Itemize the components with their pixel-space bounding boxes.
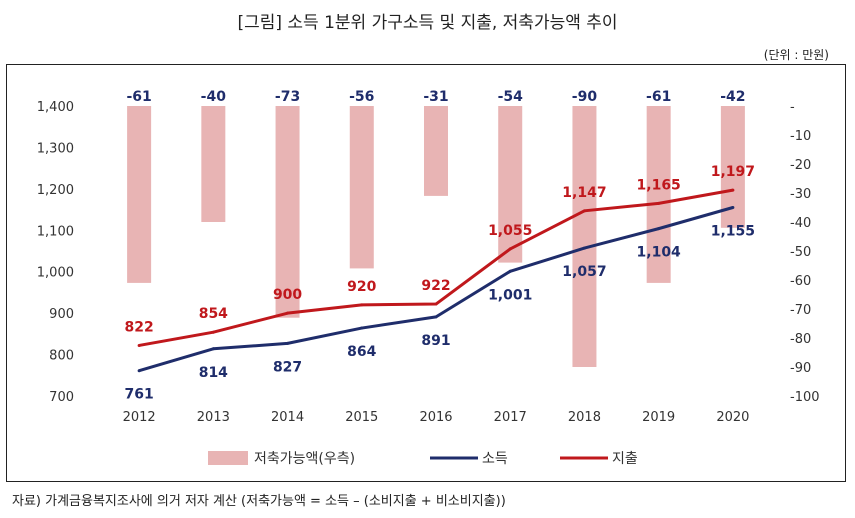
point-income-2017 [508, 269, 512, 273]
point-spending-2014 [286, 311, 290, 315]
x-tick-2014: 2014 [271, 410, 304, 425]
label-income-2017: 1,001 [488, 287, 532, 303]
chart-frame [6, 64, 846, 482]
bar-savings-2014 [275, 106, 300, 318]
label-spending-2018: 1,147 [562, 185, 606, 201]
bar-savings-2015 [349, 106, 374, 269]
y-left-tick-1,200: 1,200 [37, 183, 74, 198]
y-right-tick--50: -50 [790, 245, 811, 260]
label-income-2016: 891 [421, 333, 450, 349]
unit-label: (단위 : 만원) [763, 48, 829, 62]
label-spending-2012: 822 [124, 319, 153, 335]
point-spending-2018 [582, 209, 586, 213]
label-income-2020: 1,155 [711, 224, 755, 240]
bar-savings-2017 [498, 106, 523, 263]
bar-savings-2013 [201, 106, 226, 222]
label-spending-2016: 922 [421, 278, 450, 294]
point-income-2014 [286, 341, 290, 345]
label-spending-2020: 1,197 [711, 164, 755, 180]
x-tick-2019: 2019 [642, 410, 675, 425]
point-spending-2015 [360, 303, 364, 307]
bar-label-2020: -42 [720, 89, 745, 105]
bar-savings-2016 [424, 106, 448, 196]
chart-title: [그림] 소득 1분위 가구소득 및 지출, 저축가능액 추이 [237, 13, 618, 33]
point-spending-2016 [434, 302, 438, 306]
label-income-2015: 864 [347, 344, 376, 360]
legend-swatch-savings [208, 451, 248, 465]
x-tick-2018: 2018 [568, 410, 601, 425]
y-left-tick-800: 800 [49, 349, 74, 364]
point-spending-2017 [508, 247, 512, 251]
y-left-tick-1,400: 1,400 [37, 100, 74, 115]
source-note: 자료) 가계금융복지조사에 의거 저자 계산 (저축가능액 = 소득 – (소비… [12, 494, 506, 509]
y-right-tick--90: -90 [790, 361, 811, 376]
label-income-2013: 814 [199, 365, 228, 381]
point-spending-2019 [657, 201, 661, 205]
x-tick-2016: 2016 [419, 410, 452, 425]
line-spending [138, 188, 734, 347]
label-spending-2017: 1,055 [488, 223, 532, 239]
label-spending-2015: 920 [347, 279, 376, 295]
bar-savings-2018 [572, 106, 597, 367]
point-income-2015 [360, 326, 364, 330]
label-spending-2013: 854 [199, 306, 228, 322]
bar-label-2013: -40 [201, 89, 227, 105]
y-right-tick--100: -100 [790, 390, 820, 405]
bar-label-2017: -54 [498, 89, 524, 105]
legend-label-income: 소득 [482, 451, 508, 467]
bar-label-2015: -56 [349, 89, 374, 105]
point-spending-2013 [211, 330, 215, 334]
label-income-2014: 827 [273, 359, 302, 375]
y-left-tick-1,000: 1,000 [37, 266, 74, 281]
y-right-tick--20: -20 [790, 158, 811, 173]
label-income-2012: 761 [124, 387, 153, 403]
bar-label-2012: -61 [126, 89, 151, 105]
x-tick-2013: 2013 [197, 410, 230, 425]
point-spending-2020 [731, 188, 735, 192]
y-left-tick-1,300: 1,300 [37, 141, 74, 156]
x-tick-2015: 2015 [345, 410, 378, 425]
y-left-tick-900: 900 [49, 307, 74, 322]
bar-label-2014: -73 [275, 89, 300, 105]
point-income-2020 [731, 206, 735, 209]
point-spending-2012 [137, 343, 141, 347]
bar-label-2018: -90 [572, 89, 598, 105]
point-income-2012 [137, 369, 141, 373]
bar-savings-2019 [646, 106, 671, 283]
label-income-2018: 1,057 [562, 264, 606, 280]
x-tick-2012: 2012 [123, 410, 156, 425]
x-tick-2017: 2017 [494, 410, 527, 425]
label-income-2019: 1,104 [637, 245, 682, 261]
y-right-tick--70: -70 [790, 303, 811, 318]
y-right-tick--: - [790, 100, 795, 115]
bar-label-2019: -61 [646, 89, 671, 105]
x-tick-2020: 2020 [716, 410, 749, 425]
point-income-2019 [657, 227, 661, 231]
y-left-tick-1,100: 1,100 [37, 224, 74, 239]
label-spending-2019: 1,165 [637, 177, 681, 193]
point-income-2018 [582, 246, 586, 250]
label-spending-2014: 900 [273, 287, 302, 303]
point-income-2016 [434, 315, 438, 319]
legend-label-savings: 저축가능액(우측) [254, 451, 355, 467]
y-right-tick--30: -30 [790, 187, 811, 202]
y-right-tick--80: -80 [790, 332, 811, 347]
y-right-tick--40: -40 [790, 216, 811, 231]
legend-label-spending: 지출 [612, 451, 638, 467]
y-left-tick-700: 700 [49, 390, 74, 405]
y-right-tick--60: -60 [790, 274, 811, 289]
y-right-tick--10: -10 [790, 129, 811, 144]
bar-savings-2012 [127, 106, 152, 283]
point-income-2013 [211, 347, 215, 351]
bar-label-2016: -31 [423, 89, 448, 105]
